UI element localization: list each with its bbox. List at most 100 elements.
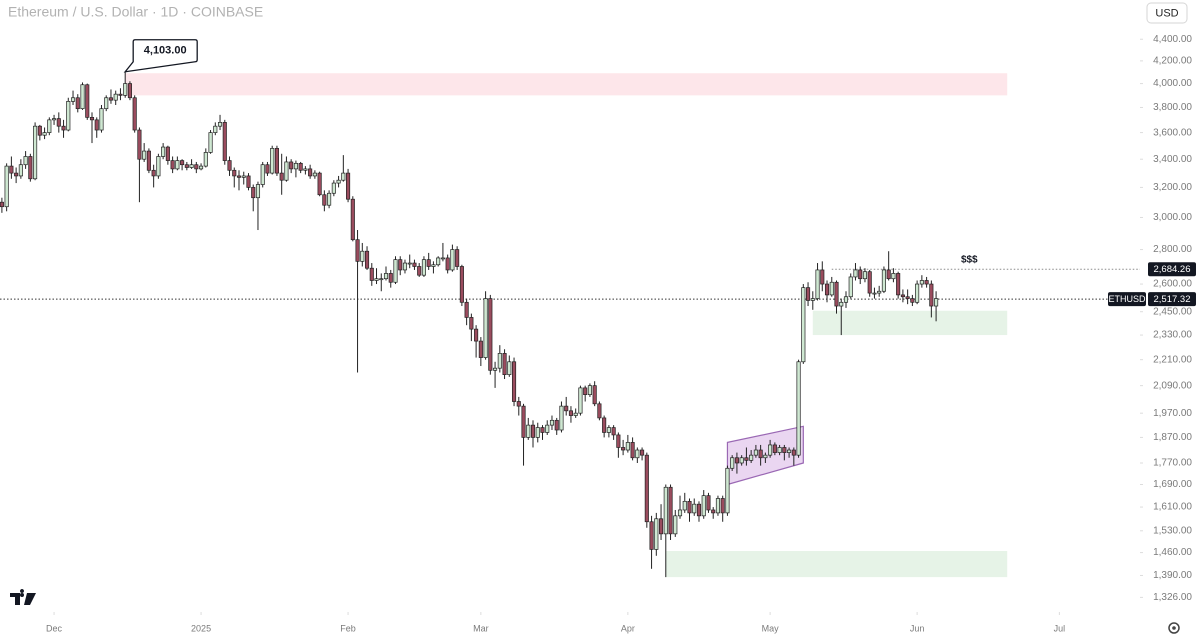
candle-body	[905, 296, 910, 299]
y-tick-label: 1,870.00	[1153, 432, 1192, 443]
candle-body	[346, 172, 351, 200]
candle-body	[478, 340, 483, 358]
candle-body	[535, 427, 540, 438]
zone	[812, 310, 1008, 336]
zone	[125, 73, 1008, 96]
candle-body	[189, 164, 194, 168]
candle-body	[56, 118, 61, 127]
candle-body	[412, 262, 417, 267]
candle-body	[587, 385, 592, 395]
settings-gear[interactable]	[1168, 622, 1180, 634]
candle-body	[654, 518, 659, 550]
candle-body	[934, 298, 939, 307]
candle-body	[417, 266, 422, 276]
candle-body	[578, 387, 583, 414]
candle-body	[801, 287, 806, 363]
candle-body	[127, 83, 132, 99]
candle-body	[640, 449, 645, 456]
candle-body	[52, 118, 57, 121]
price-label: 2,517.32	[1154, 294, 1191, 305]
candle-body	[336, 179, 341, 184]
currency-label[interactable]: USD	[1155, 7, 1178, 19]
settings-button[interactable]	[1168, 622, 1180, 634]
candle-body	[113, 93, 118, 101]
candle-body	[151, 169, 156, 177]
candle-body	[217, 122, 223, 127]
currency-button-frame[interactable]	[1146, 2, 1188, 24]
candle-body	[222, 122, 227, 161]
candle-body	[687, 500, 692, 514]
candle-body	[564, 405, 569, 412]
candle-body	[407, 262, 412, 265]
candle-body	[184, 164, 189, 168]
candle-body	[862, 271, 868, 280]
candle-body	[37, 125, 42, 136]
y-tick-label: 1,770.00	[1153, 458, 1192, 469]
candle-body	[658, 518, 664, 535]
candle-body	[236, 175, 242, 178]
candle-body	[858, 269, 863, 280]
candle-body	[279, 172, 284, 181]
x-tick-label: Apr	[621, 623, 635, 633]
candle-body	[308, 168, 313, 177]
candle-body	[317, 172, 322, 196]
candle-body	[94, 119, 99, 131]
candle-body	[511, 361, 517, 402]
candle-body	[711, 509, 716, 514]
candle-body	[891, 273, 896, 280]
candle-body	[696, 503, 702, 517]
candle-body	[592, 385, 597, 405]
candle-body	[450, 249, 455, 271]
logo-mark[interactable]	[10, 589, 36, 605]
logo-dot[interactable]	[20, 593, 24, 597]
candle-body	[806, 287, 811, 301]
candle-body	[213, 125, 218, 133]
candle-body	[14, 172, 19, 177]
candle-body	[734, 457, 739, 464]
candle-body	[9, 165, 14, 174]
candle-body	[644, 454, 649, 523]
candle-body	[791, 449, 796, 456]
candle-body	[597, 403, 602, 419]
callout-box	[123, 39, 198, 73]
candle-body	[0, 201, 4, 208]
candle-body	[867, 271, 872, 294]
candle-body	[284, 161, 289, 181]
settings-gear-center[interactable]	[1172, 626, 1176, 630]
candle-body	[341, 172, 346, 181]
candle-body	[772, 444, 777, 453]
candle-body	[142, 150, 147, 160]
candle-body	[583, 387, 588, 395]
y-tick-label: 4,400.00	[1153, 34, 1192, 45]
y-tick-label: 3,600.00	[1153, 127, 1192, 138]
candle-body	[839, 301, 844, 307]
symbol-label-box	[1108, 292, 1146, 307]
annotation-text: $$$	[961, 254, 978, 265]
candle-body	[4, 165, 9, 208]
candle-body	[611, 427, 616, 436]
currency-button[interactable]: USD	[1146, 2, 1188, 24]
y-tick-label: 3,200.00	[1153, 182, 1192, 193]
candle-body	[33, 125, 38, 180]
candle-body	[834, 281, 839, 307]
candle-body	[70, 97, 76, 102]
candle-body	[402, 262, 408, 271]
y-tick-label: 4,200.00	[1153, 56, 1192, 67]
candle-body	[469, 317, 474, 330]
candle-body	[66, 101, 71, 131]
candle-body	[663, 486, 668, 535]
price-label-box	[1148, 292, 1196, 307]
logo[interactable]	[10, 589, 36, 605]
candle-body	[459, 266, 464, 303]
y-tick-label: 3,400.00	[1153, 154, 1192, 165]
y-tick-label: 1,326.00	[1153, 592, 1192, 603]
candle-body	[521, 405, 526, 438]
y-tick-label: 1,390.00	[1153, 570, 1192, 581]
candle-body	[545, 424, 550, 433]
candle-body	[322, 194, 327, 206]
candle-body	[502, 353, 507, 376]
candle-body	[203, 152, 208, 167]
candle-body	[910, 298, 915, 303]
y-tick-label: 1,970.00	[1153, 408, 1192, 419]
candle-body	[919, 280, 924, 285]
